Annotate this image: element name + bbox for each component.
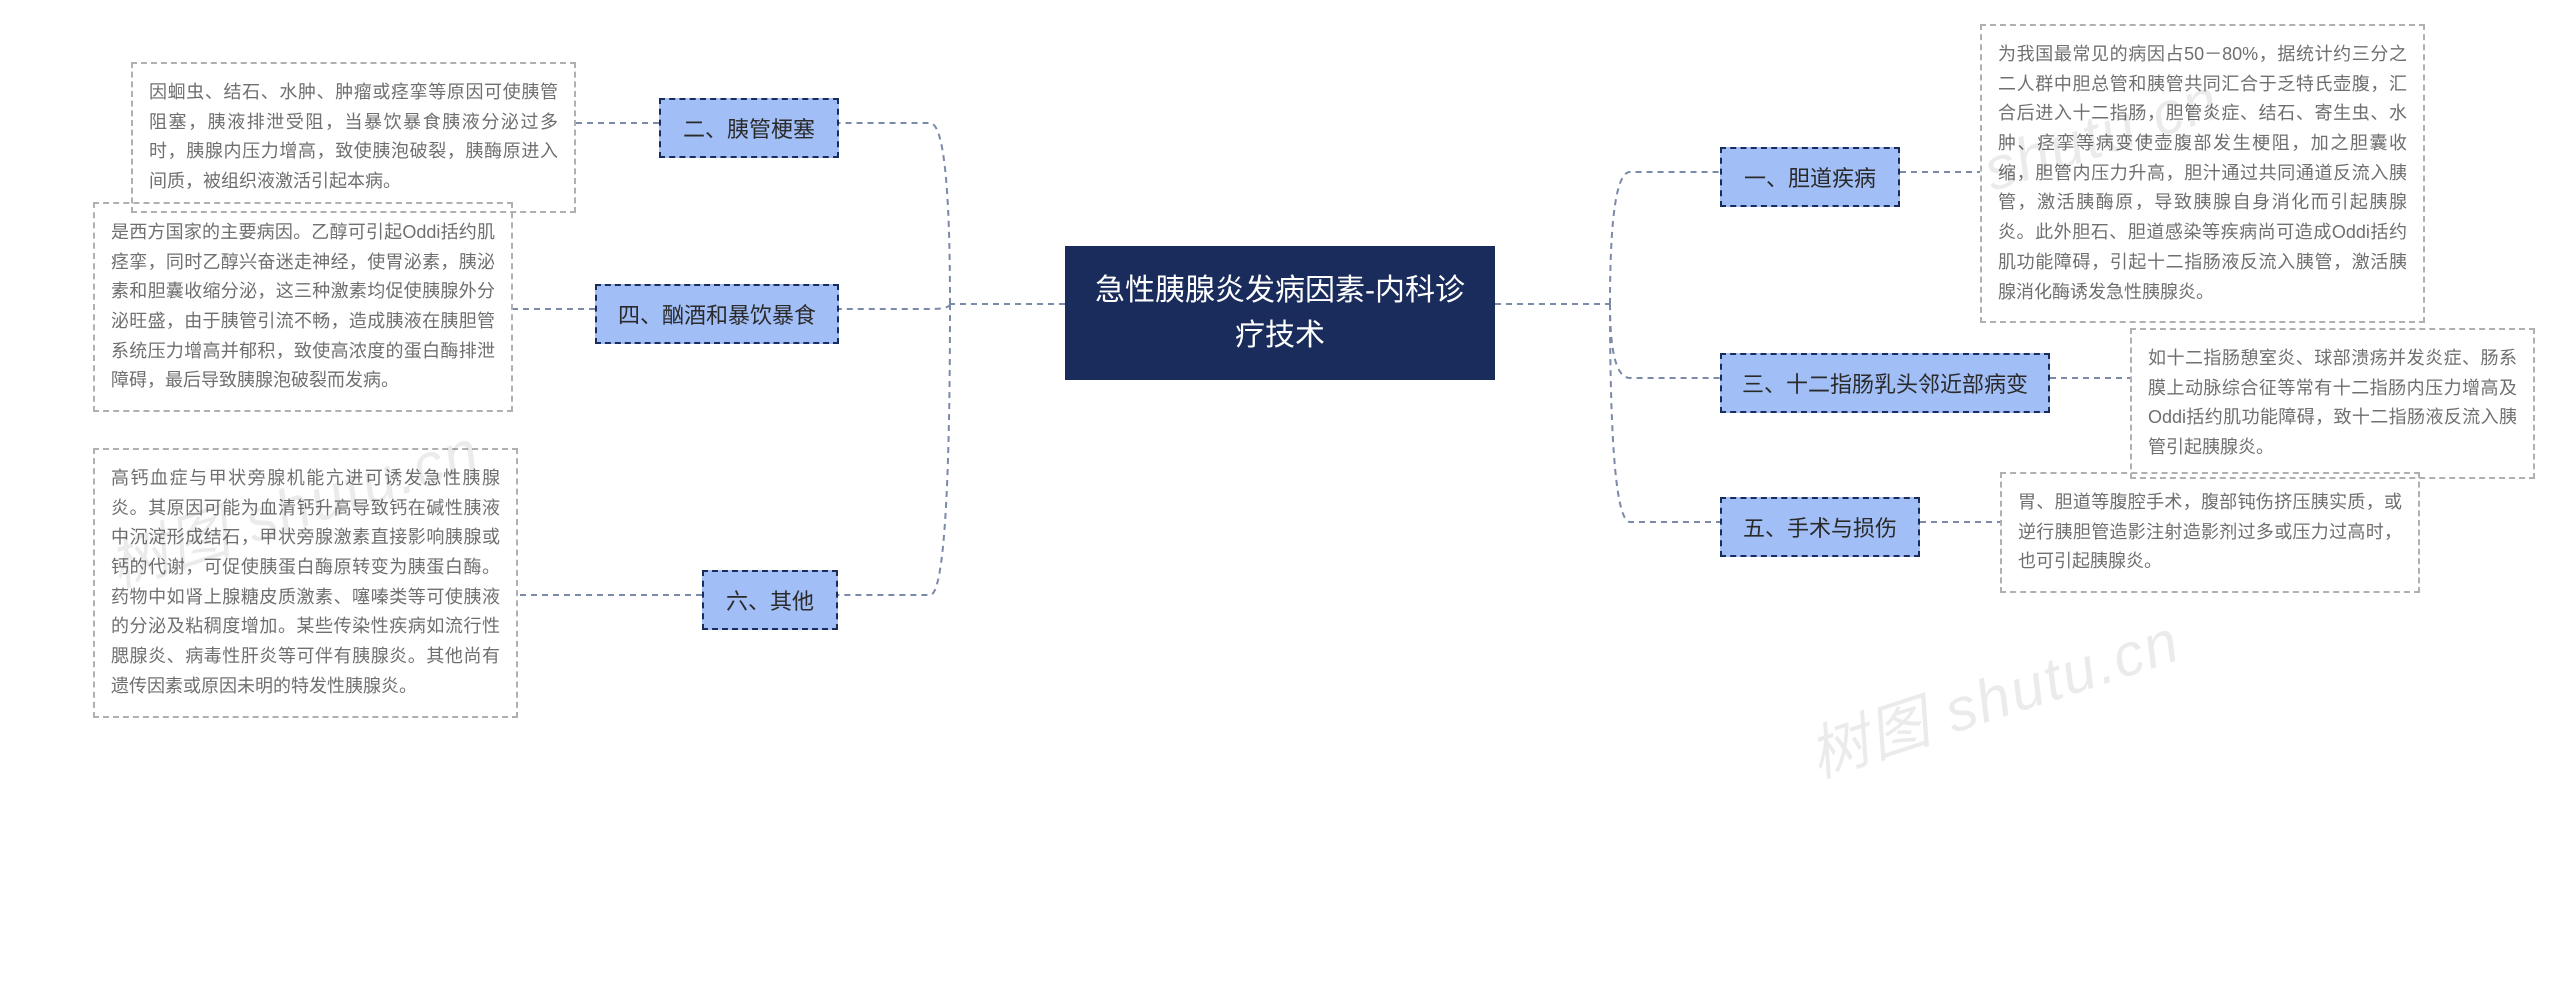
topic-node-4: 四、酗酒和暴饮暴食 [595, 284, 839, 344]
desc-node-3: 如十二指肠憩室炎、球部溃疡并发炎症、肠系膜上动脉综合征等常有十二指肠内压力增高及… [2130, 328, 2535, 479]
topic-node-2: 二、胰管梗塞 [659, 98, 839, 158]
desc-node-4: 是西方国家的主要病因。乙醇可引起Oddi括约肌痉挛，同时乙醇兴奋迷走神经，使胃泌… [93, 202, 513, 412]
desc-node-6: 高钙血症与甲状旁腺机能亢进可诱发急性胰腺炎。其原因可能为血清钙升高导致钙在碱性胰… [93, 448, 518, 718]
topic-label: 二、胰管梗塞 [683, 117, 815, 142]
topic-label: 三、十二指肠乳头邻近部病变 [1742, 372, 2028, 397]
desc-node-5: 胃、胆道等腹腔手术，腹部钝伤挤压胰实质，或逆行胰胆管造影注射造影剂过多或压力过高… [2000, 472, 2420, 593]
desc-text: 因蛔虫、结石、水肿、肿瘤或痉挛等原因可使胰管阻塞，胰液排泄受阻，当暴饮暴食胰液分… [149, 82, 558, 191]
center-title: 急性胰腺炎发病因素-内科诊疗技术 [1095, 274, 1465, 352]
desc-text: 胃、胆道等腹腔手术，腹部钝伤挤压胰实质，或逆行胰胆管造影注射造影剂过多或压力过高… [2018, 492, 2402, 571]
desc-text: 是西方国家的主要病因。乙醇可引起Oddi括约肌痉挛，同时乙醇兴奋迷走神经，使胃泌… [111, 222, 495, 390]
watermark: 树图 shutu.cn [1796, 593, 2190, 795]
desc-node-2: 因蛔虫、结石、水肿、肿瘤或痉挛等原因可使胰管阻塞，胰液排泄受阻，当暴饮暴食胰液分… [131, 62, 576, 213]
topic-node-6: 六、其他 [702, 570, 838, 630]
desc-node-1: 为我国最常见的病因占50－80%，据统计约三分之二人群中胆总管和胰管共同汇合于乏… [1980, 24, 2425, 323]
topic-node-3: 三、十二指肠乳头邻近部病变 [1720, 353, 2050, 413]
topic-node-1: 一、胆道疾病 [1720, 147, 1900, 207]
desc-text: 高钙血症与甲状旁腺机能亢进可诱发急性胰腺炎。其原因可能为血清钙升高导致钙在碱性胰… [111, 468, 500, 696]
topic-node-5: 五、手术与损伤 [1720, 497, 1920, 557]
mindmap-center: 急性胰腺炎发病因素-内科诊疗技术 [1065, 246, 1495, 380]
topic-label: 四、酗酒和暴饮暴食 [618, 303, 816, 328]
topic-label: 六、其他 [726, 589, 814, 614]
topic-label: 五、手术与损伤 [1743, 516, 1897, 541]
desc-text: 为我国最常见的病因占50－80%，据统计约三分之二人群中胆总管和胰管共同汇合于乏… [1998, 44, 2407, 302]
topic-label: 一、胆道疾病 [1744, 166, 1876, 191]
desc-text: 如十二指肠憩室炎、球部溃疡并发炎症、肠系膜上动脉综合征等常有十二指肠内压力增高及… [2148, 348, 2517, 457]
